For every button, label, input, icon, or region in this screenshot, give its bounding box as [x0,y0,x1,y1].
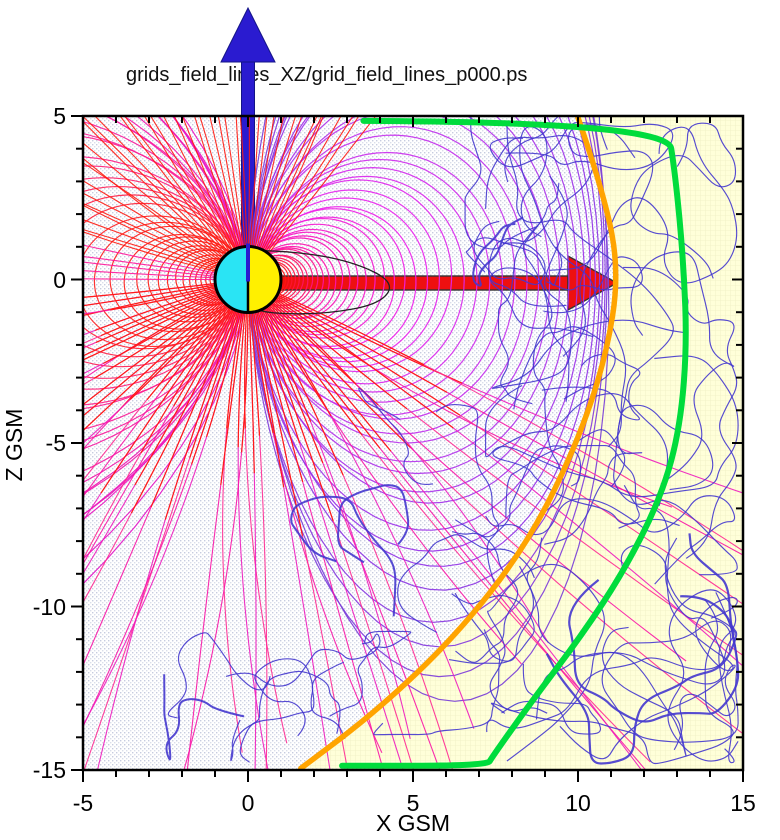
x-axis-label: X GSM [375,810,451,836]
x-tick-label: 5 [406,790,420,816]
x-tick-label: 0 [241,790,255,816]
x-tick-label: 15 [730,790,756,816]
y-tick-label: -5 [45,430,66,456]
x-tick-label: 10 [565,790,591,816]
magnetopause-curve [298,116,619,770]
axes [71,114,745,782]
y-tick-label: 0 [53,266,66,293]
solar-wind-region [300,116,743,770]
chart-title: grids_field_lines_XZ/grid_field_lines_p0… [126,64,528,86]
y-tick-label: 5 [53,103,66,129]
x-arrow-shaft [280,275,569,291]
grid-boundary-curve [339,117,689,769]
y-tick-label: -15 [32,757,66,783]
x-tick-label: -5 [72,790,94,816]
earth [213,243,283,314]
z-arrow-head [220,6,276,63]
y-tick-label: -10 [32,593,66,620]
